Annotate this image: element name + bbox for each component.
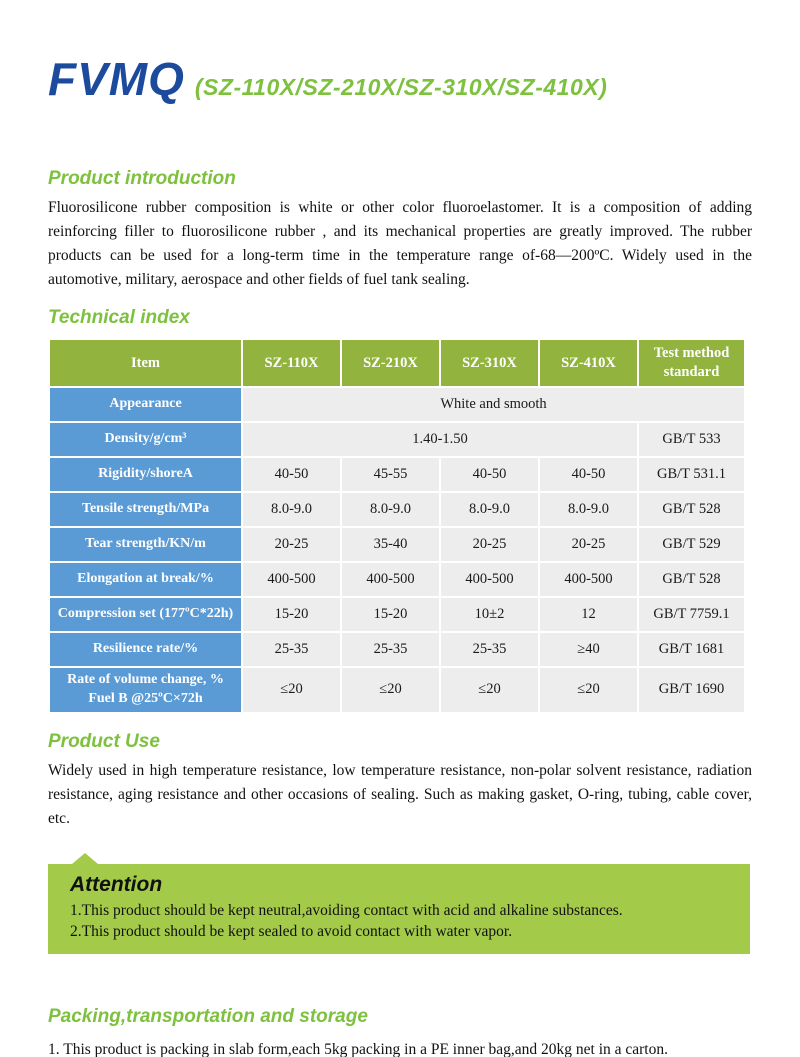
cell-value: ≤20 — [439, 666, 540, 714]
cell-value: 400-500 — [241, 561, 342, 598]
cell-value: 400-500 — [340, 561, 441, 598]
cell-value: White and smooth — [241, 386, 746, 423]
cell-standard: GB/T 529 — [637, 526, 746, 563]
cell-standard: GB/T 528 — [637, 491, 746, 528]
table-row-tear-strength: Tear strength/KN/m 20-25 35-40 20-25 20-… — [48, 526, 746, 563]
cell-value: 20-25 — [538, 526, 639, 563]
cell-value: 20-25 — [241, 526, 342, 563]
cell-value: ≥40 — [538, 631, 639, 668]
col-header-sz310x: SZ-310X — [439, 338, 540, 388]
row-header: Resilience rate/% — [48, 631, 243, 668]
table-row-rigidity: Rigidity/shoreA 40-50 45-55 40-50 40-50 … — [48, 456, 746, 493]
cell-value: 8.0-9.0 — [340, 491, 441, 528]
col-header-sz410x: SZ-410X — [538, 338, 639, 388]
packing-item-1: 1. This product is packing in slab form,… — [48, 1040, 668, 1057]
product-code-title: FVMQ — [48, 53, 185, 105]
cell-value: 25-35 — [340, 631, 441, 668]
cell-value: ≤20 — [340, 666, 441, 714]
product-grades-subtitle: (SZ-110X/SZ-210X/SZ-310X/SZ-410X) — [194, 74, 608, 100]
cell-value: 35-40 — [340, 526, 441, 563]
table-row-resilience-rate: Resilience rate/% 25-35 25-35 25-35 ≥40 … — [48, 631, 746, 668]
col-header-sz110x: SZ-110X — [241, 338, 342, 388]
row-header: Rigidity/shoreA — [48, 456, 243, 493]
cell-value: ≤20 — [538, 666, 639, 714]
cell-value: 8.0-9.0 — [538, 491, 639, 528]
cell-value: 40-50 — [439, 456, 540, 493]
row-header: Rate of volume change, % Fuel B @25ºC×72… — [48, 666, 243, 714]
product-use-text: Widely used in high temperature resistan… — [48, 761, 752, 827]
attention-callout: Attention 1.This product should be kept … — [48, 852, 750, 954]
cell-standard: GB/T 528 — [637, 561, 746, 598]
technical-index-table: Item SZ-110X SZ-210X SZ-310X SZ-410X Tes… — [48, 338, 746, 714]
table-row-compression-set: Compression set (177ºC*22h) 15-20 15-20 … — [48, 596, 746, 633]
packing-list: 1. This product is packing in slab form,… — [48, 1036, 752, 1057]
heading-packing: Packing,transportation and storage — [48, 1005, 368, 1027]
heading-product-use: Product Use — [48, 730, 160, 752]
cell-value: 20-25 — [439, 526, 540, 563]
cell-standard: GB/T 1681 — [637, 631, 746, 668]
cell-standard: GB/T 7759.1 — [637, 596, 746, 633]
cell-value: 8.0-9.0 — [439, 491, 540, 528]
col-header-test-method: Test method standard — [637, 338, 746, 388]
cell-value: 8.0-9.0 — [241, 491, 342, 528]
col-header-item: Item — [48, 338, 243, 388]
cell-value: 400-500 — [439, 561, 540, 598]
cell-value: 45-55 — [340, 456, 441, 493]
heading-technical-index: Technical index — [48, 307, 190, 328]
row-header: Tear strength/KN/m — [48, 526, 243, 563]
cell-value: 40-50 — [241, 456, 342, 493]
cell-value: 12 — [538, 596, 639, 633]
cell-value: 400-500 — [538, 561, 639, 598]
table-row-volume-change: Rate of volume change, % Fuel B @25ºC×72… — [48, 666, 746, 714]
row-header: Tensile strength/MPa — [48, 491, 243, 528]
cell-standard: GB/T 1690 — [637, 666, 746, 714]
cell-value: 10±2 — [439, 596, 540, 633]
row-header: Appearance — [48, 386, 243, 423]
cell-value: 25-35 — [439, 631, 540, 668]
cell-value: 25-35 — [241, 631, 342, 668]
cell-value: 40-50 — [538, 456, 639, 493]
row-header: Compression set (177ºC*22h) — [48, 596, 243, 633]
brand-header: FVMQ (SZ-110X/SZ-210X/SZ-310X/SZ-410X) — [48, 52, 752, 106]
row-header: Density/g/cm³ — [48, 421, 243, 458]
cell-value: 15-20 — [241, 596, 342, 633]
table-row-appearance: Appearance White and smooth — [48, 386, 746, 423]
cell-standard: GB/T 531.1 — [637, 456, 746, 493]
table-header-row: Item SZ-110X SZ-210X SZ-310X SZ-410X Tes… — [48, 338, 746, 388]
table-row-elongation: Elongation at break/% 400-500 400-500 40… — [48, 561, 746, 598]
cell-value: ≤20 — [241, 666, 342, 714]
callout-pointer-icon — [72, 852, 98, 864]
product-introduction-text: Fluorosilicone rubber composition is whi… — [48, 199, 752, 288]
table-row-tensile-strength: Tensile strength/MPa 8.0-9.0 8.0-9.0 8.0… — [48, 491, 746, 528]
heading-product-introduction: Product introduction — [48, 168, 236, 189]
table-row-density: Density/g/cm³ 1.40-1.50 GB/T 533 — [48, 421, 746, 458]
cell-standard: GB/T 533 — [637, 421, 746, 458]
attention-item-2: 2.This product should be kept sealed to … — [70, 922, 513, 940]
cell-value: 15-20 — [340, 596, 441, 633]
cell-value: 1.40-1.50 — [241, 421, 639, 458]
attention-item-1: 1.This product should be kept neutral,av… — [70, 901, 623, 919]
heading-attention: Attention — [70, 872, 163, 896]
row-header: Elongation at break/% — [48, 561, 243, 598]
col-header-sz210x: SZ-210X — [340, 338, 441, 388]
